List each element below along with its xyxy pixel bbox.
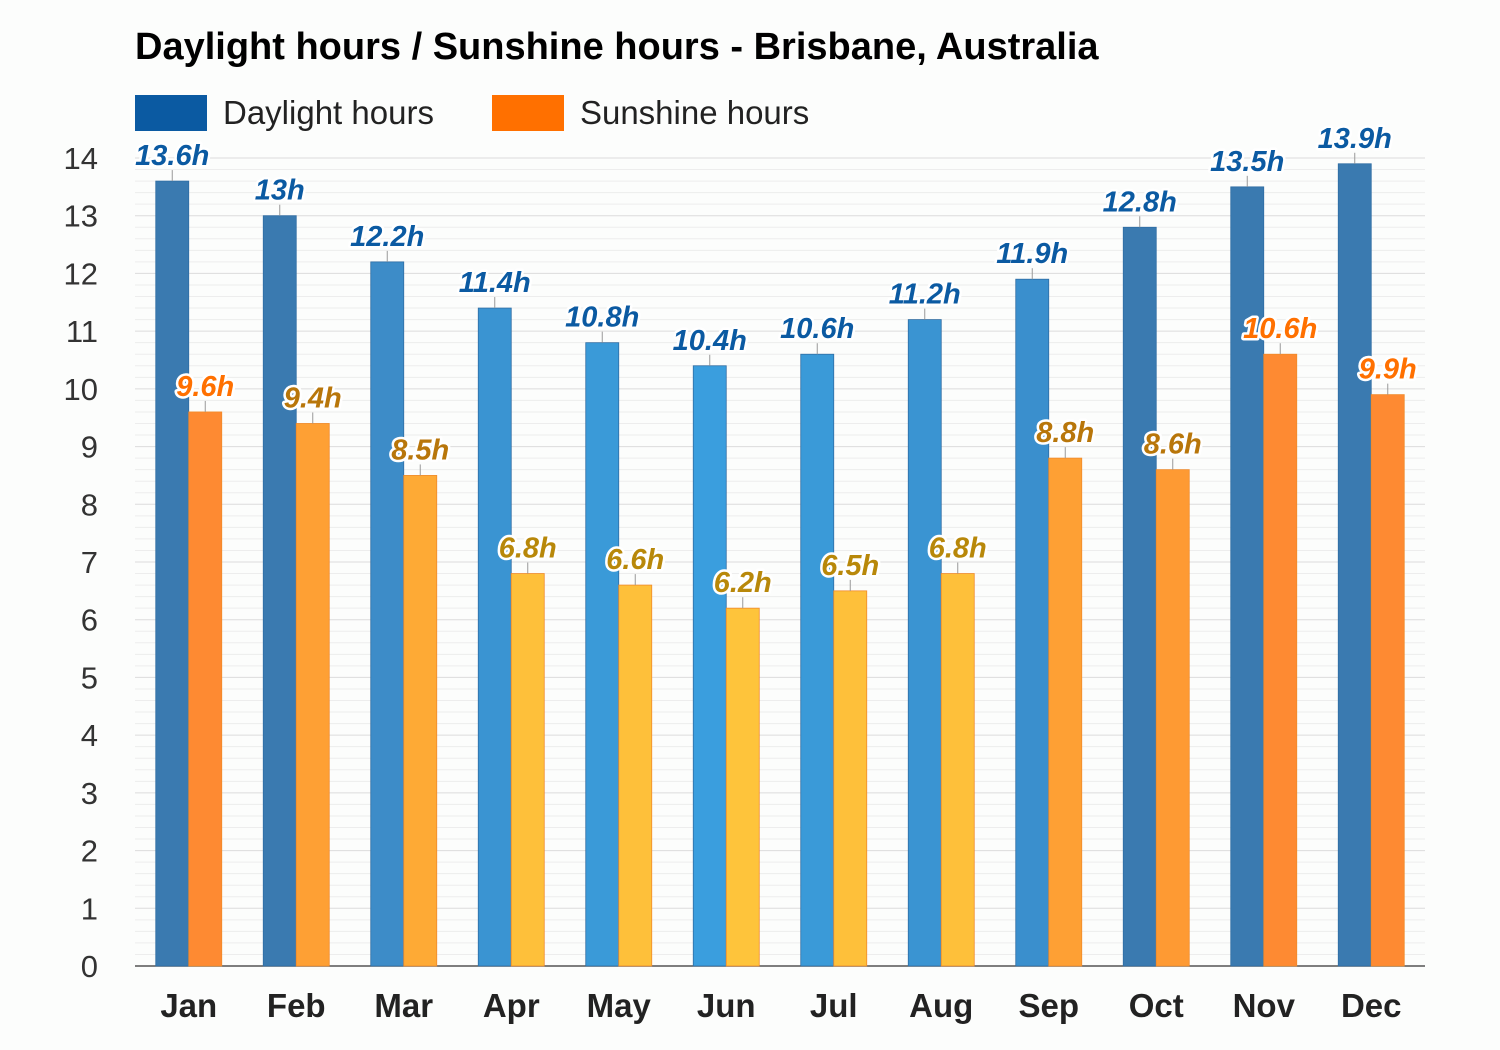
bar-sunshine[interactable] — [1370, 394, 1405, 967]
y-tick-label: 5 — [81, 660, 98, 695]
bar-sunshine[interactable] — [833, 590, 868, 967]
bar-sunshine[interactable] — [1263, 353, 1298, 967]
y-tick-label: 14 — [64, 141, 98, 176]
bar-sunshine[interactable] — [403, 475, 438, 967]
bar-sunshine[interactable] — [188, 411, 223, 967]
y-tick-label: 1 — [81, 891, 98, 926]
data-label-daylight: 13.6h — [135, 140, 209, 172]
bar-daylight[interactable] — [155, 180, 190, 967]
legend-item-daylight[interactable]: Daylight hours — [135, 94, 434, 132]
data-label-sunshine: 9.4h — [284, 382, 342, 414]
data-label-sunshine: 6.8h — [929, 533, 987, 565]
data-label-sunshine: 10.6h — [1243, 313, 1317, 345]
bar-daylight[interactable] — [1015, 278, 1050, 967]
data-label-daylight: 11.9h — [996, 238, 1068, 270]
data-label-sunshine: 8.5h — [391, 434, 449, 466]
y-tick-label: 13 — [64, 199, 98, 234]
y-tick-label: 0 — [81, 949, 98, 984]
bar-daylight[interactable] — [907, 319, 942, 967]
data-label-daylight: 10.4h — [673, 325, 747, 357]
legend-swatch-sunshine — [491, 95, 564, 131]
bar-sunshine[interactable] — [510, 573, 545, 967]
data-label-daylight: 10.8h — [565, 302, 639, 334]
data-label-sunshine: 6.5h — [821, 550, 879, 582]
chart-title: Daylight hours / Sunshine hours - Brisba… — [135, 26, 1099, 68]
legend-item-sunshine[interactable]: Sunshine hours — [491, 94, 810, 132]
y-tick-label: 3 — [81, 776, 98, 811]
bar-sunshine[interactable] — [725, 607, 760, 967]
data-label-daylight: 10.6h — [780, 313, 854, 345]
x-tick-label: May — [587, 987, 652, 1024]
x-tick-label: Apr — [483, 987, 540, 1024]
legend-swatch-daylight — [135, 95, 207, 131]
bar-sunshine[interactable] — [1048, 457, 1083, 967]
y-tick-label: 8 — [81, 487, 98, 522]
bar-daylight[interactable] — [1230, 186, 1265, 967]
x-tick-label: Oct — [1129, 987, 1184, 1024]
bar-daylight[interactable] — [370, 261, 405, 967]
bar-sunshine[interactable] — [940, 573, 975, 967]
data-label-sunshine: 9.9h — [1359, 354, 1417, 386]
x-tick-label: Nov — [1233, 987, 1296, 1024]
x-tick-label: Jul — [810, 987, 858, 1024]
y-tick-label: 7 — [81, 545, 98, 580]
x-tick-label: Jun — [697, 987, 756, 1024]
data-label-sunshine: 6.2h — [714, 567, 772, 599]
data-label-sunshine: 8.6h — [1144, 429, 1202, 461]
data-label-daylight: 12.8h — [1103, 186, 1177, 218]
x-tick-label: Sep — [1018, 987, 1079, 1024]
data-label-daylight: 13.9h — [1318, 123, 1392, 155]
bar-daylight[interactable] — [477, 307, 512, 967]
x-tick-label: Feb — [267, 987, 326, 1024]
data-label-daylight: 11.4h — [459, 267, 531, 299]
x-tick-label: Dec — [1341, 987, 1402, 1024]
y-tick-label: 9 — [81, 430, 98, 465]
data-label-daylight: 13h — [255, 175, 305, 207]
bar-sunshine[interactable] — [1155, 469, 1190, 967]
bar-daylight[interactable] — [1337, 163, 1372, 967]
y-tick-label: 2 — [81, 834, 98, 869]
bar-daylight[interactable] — [1122, 226, 1157, 967]
data-label-daylight: 12.2h — [350, 221, 424, 253]
data-label-sunshine: 6.8h — [499, 533, 557, 565]
x-tick-label: Jan — [160, 987, 217, 1024]
y-tick-label: 12 — [64, 256, 98, 291]
bar-sunshine[interactable] — [295, 423, 330, 967]
bar-daylight[interactable] — [692, 365, 727, 967]
y-tick-label: 11 — [66, 314, 98, 349]
legend: Daylight hours Sunshine hours — [135, 94, 867, 132]
data-label-daylight: 13.5h — [1210, 146, 1284, 178]
y-tick-label: 10 — [64, 372, 98, 407]
y-tick-label: 4 — [81, 718, 98, 753]
y-tick-label: 6 — [81, 603, 98, 638]
x-tick-label: Mar — [374, 987, 433, 1024]
legend-label-daylight: Daylight hours — [223, 94, 434, 131]
x-tick-label: Aug — [909, 987, 973, 1024]
legend-label-sunshine: Sunshine hours — [579, 94, 810, 131]
bar-daylight[interactable] — [800, 353, 835, 967]
bar-daylight[interactable] — [262, 215, 297, 967]
data-label-sunshine: 6.6h — [606, 544, 664, 576]
data-label-sunshine: 8.8h — [1036, 417, 1094, 449]
data-label-daylight: 11.2h — [889, 279, 961, 311]
data-label-sunshine: 9.6h — [176, 371, 234, 403]
bar-sunshine[interactable] — [618, 584, 653, 967]
bar-daylight[interactable] — [585, 342, 620, 967]
